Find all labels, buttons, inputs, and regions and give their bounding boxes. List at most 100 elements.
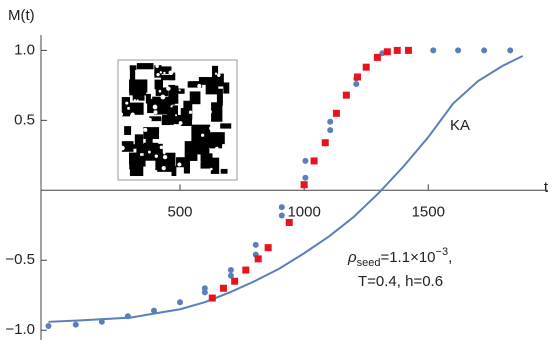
inset-block [130, 165, 143, 176]
inset-dot [217, 73, 220, 76]
inset-dot [148, 151, 151, 154]
inset-dot [215, 147, 219, 151]
inset-image [118, 60, 237, 180]
annotation: ρseed=1.1×10−3, [347, 246, 452, 269]
inset-block [171, 86, 179, 104]
inset-dot [127, 107, 130, 110]
data-point [302, 158, 308, 164]
inset-dot [148, 118, 152, 122]
data-point [327, 127, 333, 133]
inset-dot [200, 63, 203, 66]
inset-block [130, 65, 137, 70]
data-point [253, 242, 259, 248]
inset-dot [209, 126, 213, 130]
inset-dot [163, 155, 167, 159]
inset-dot [160, 146, 163, 149]
page: {"chart_data": { "type": "scatter", "y_l… [0, 0, 555, 346]
annotation-tail: , [448, 249, 452, 266]
annotation-symbol: ρ [347, 249, 357, 266]
x-tick-label: 1000 [287, 203, 320, 220]
inset-dot [186, 77, 190, 81]
inset-dot [210, 168, 213, 171]
inset-dot [119, 156, 124, 161]
data-square [301, 181, 308, 188]
inset-block [161, 75, 175, 80]
data-square [242, 267, 249, 274]
inset-dot [155, 65, 158, 68]
inset-dot [179, 89, 181, 91]
inset-block [220, 123, 231, 128]
inset-dot [119, 112, 123, 116]
annotation-line2: T=0.4, h=0.6 [358, 273, 443, 290]
inset-dot [156, 73, 159, 76]
inset-block [129, 85, 146, 96]
inset-dot [162, 166, 166, 170]
y-tick-label: −0.5 [5, 251, 35, 268]
inset-block [201, 153, 213, 168]
inset-dot [205, 70, 210, 75]
inset-dot [159, 90, 162, 93]
inset-dot [166, 86, 170, 90]
data-point [45, 323, 51, 329]
inset-dot [197, 84, 201, 88]
inset-dot [180, 169, 182, 171]
data-point [99, 319, 105, 325]
inset-dot [208, 110, 212, 114]
y-tick-label: 0.5 [14, 111, 35, 128]
inset-block [155, 80, 163, 90]
data-point [455, 47, 461, 53]
data-square [405, 47, 412, 54]
inset-dot [163, 152, 166, 155]
data-square [363, 64, 370, 71]
inset-dot [170, 105, 172, 107]
inset-block [133, 156, 145, 167]
inset-block [195, 134, 214, 148]
annotation-subscript: seed [357, 257, 381, 269]
inset-dot [197, 160, 200, 163]
data-square [255, 255, 262, 262]
data-square [374, 54, 381, 61]
data-square [220, 285, 227, 292]
inset-block [211, 102, 222, 121]
data-point [279, 212, 285, 218]
data-square [384, 48, 391, 55]
inset-block [124, 126, 131, 135]
inset-block [183, 101, 192, 120]
data-point [430, 47, 436, 53]
data-square [322, 139, 329, 146]
inset-dot [136, 99, 138, 101]
annotation-text: =1.1×10 [380, 249, 435, 266]
data-point [125, 313, 131, 319]
inset-dot [176, 73, 178, 75]
inset-dot [155, 154, 158, 157]
inset-dot [180, 67, 183, 70]
inset-dot [177, 163, 181, 167]
data-point [327, 119, 333, 125]
inset-dot [183, 126, 185, 128]
inset-dot [175, 114, 177, 116]
data-square [354, 73, 361, 80]
inset-dot [201, 134, 204, 137]
data-square [286, 219, 293, 226]
inset-dot [189, 110, 192, 113]
annotation-superscript: −3 [436, 246, 449, 258]
inset-dot [153, 110, 157, 114]
data-square [265, 244, 272, 251]
inset-dot [163, 72, 165, 74]
inset-dot [190, 73, 192, 75]
inset-dot [228, 161, 231, 164]
inset-dot [160, 71, 162, 73]
inset-block [137, 63, 154, 69]
data-point [302, 175, 308, 181]
inset-dot [137, 117, 140, 120]
y-axis-label: M(t) [8, 7, 35, 24]
inset-block [135, 134, 143, 147]
data-point [228, 267, 234, 273]
inset-dot [125, 102, 128, 105]
curve-label: KA [450, 117, 470, 134]
data-square [394, 47, 401, 54]
y-tick-label: −1.0 [5, 321, 35, 338]
x-axis-label: t [544, 179, 549, 196]
data-square [209, 295, 216, 302]
inset-dot [143, 128, 147, 132]
